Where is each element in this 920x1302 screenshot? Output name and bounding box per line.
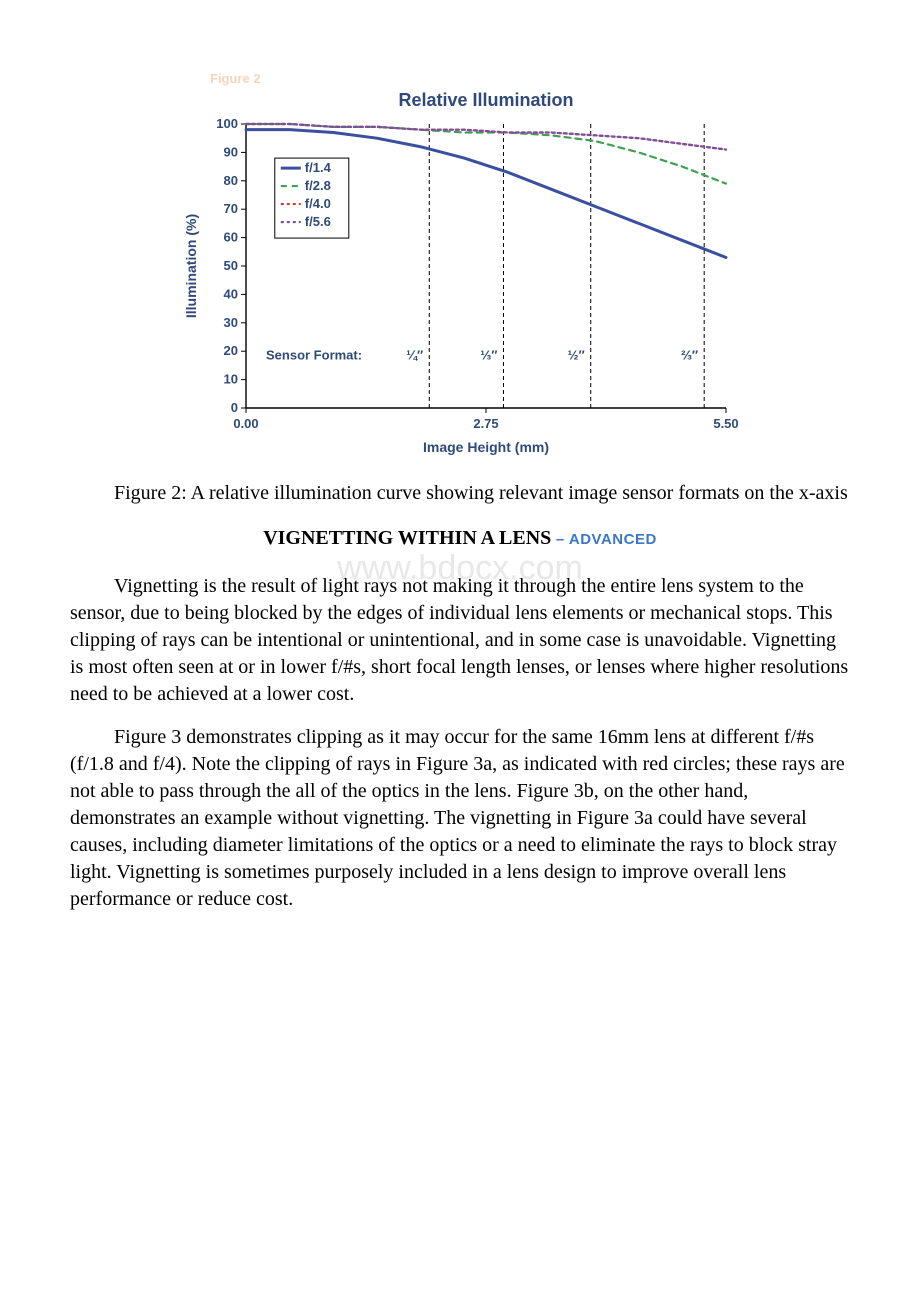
svg-text:Relative Illumination: Relative Illumination	[398, 90, 573, 110]
paragraph-1: Vignetting is the result of light rays n…	[70, 573, 850, 708]
svg-text:50: 50	[224, 258, 238, 273]
svg-text:60: 60	[224, 229, 238, 244]
svg-text:f/2.8: f/2.8	[305, 178, 331, 193]
svg-text:0: 0	[231, 400, 238, 415]
svg-text:Sensor Format:: Sensor Format:	[266, 347, 362, 362]
svg-text:70: 70	[224, 201, 238, 216]
svg-text:80: 80	[224, 172, 238, 187]
svg-text:½″: ½″	[568, 347, 585, 362]
paragraph-2: Figure 3 demonstrates clipping as it may…	[70, 724, 850, 913]
svg-text:⅔″: ⅔″	[681, 347, 698, 362]
figure-caption: Figure 2: A relative illumination curve …	[70, 480, 850, 507]
svg-text:f/5.6: f/5.6	[305, 214, 331, 229]
svg-text:40: 40	[224, 286, 238, 301]
relative-illumination-chart: Relative Illumination 0 10 20 30 40 50 60 70 80 90…	[180, 88, 740, 466]
svg-text:0.00: 0.00	[233, 416, 258, 431]
svg-text:20: 20	[224, 343, 238, 358]
svg-text:⅓″: ⅓″	[480, 347, 497, 362]
svg-text:f/4.0: f/4.0	[305, 196, 331, 211]
svg-text:10: 10	[224, 371, 238, 386]
svg-text:2.75: 2.75	[473, 416, 498, 431]
svg-text:f/1.4: f/1.4	[305, 160, 332, 175]
svg-text:Illumination (%): Illumination (%)	[183, 213, 199, 317]
svg-text:90: 90	[224, 144, 238, 159]
svg-text:30: 30	[224, 314, 238, 329]
svg-text:Image Height (mm): Image Height (mm)	[423, 439, 549, 455]
svg-text:5.50: 5.50	[713, 416, 738, 431]
figure-label: Figure 2	[210, 70, 850, 88]
svg-text:100: 100	[216, 116, 238, 131]
svg-text:¼″: ¼″	[406, 347, 423, 362]
